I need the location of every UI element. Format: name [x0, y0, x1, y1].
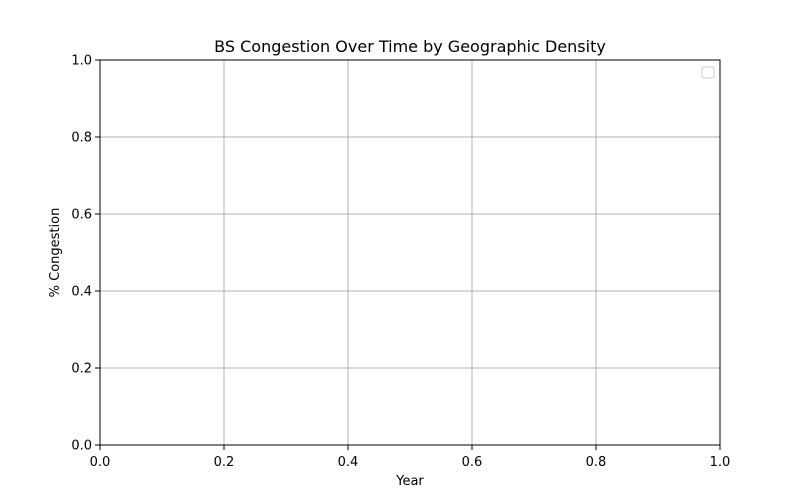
legend-frame: [701, 66, 715, 79]
y-tick-label: 0.8: [71, 131, 92, 146]
legend: [701, 66, 715, 79]
y-tick-label: 0.6: [71, 208, 92, 223]
x-tick-label: 1.0: [710, 455, 731, 470]
grid: [99, 59, 721, 446]
x-tick-label: 0.6: [462, 455, 483, 470]
x-tick-label: 0.8: [586, 455, 607, 470]
y-tick-label: 0.2: [71, 362, 92, 377]
x-tick-label: 0.0: [90, 455, 111, 470]
x-axis-label: Year: [395, 474, 424, 489]
y-tick-label: 0.4: [71, 285, 92, 300]
plot-area: [99, 59, 721, 446]
x-tick-label: 0.2: [214, 455, 235, 470]
y-tick-label: 1.0: [71, 54, 92, 69]
y-tick-label: 0.0: [71, 439, 92, 454]
axis-ticks: 0.0 0.2 0.4 0.6 0.8 1.0 0.0 0.2 0.4 0.6 0.8 1.0: [71, 54, 730, 471]
x-tick-label: 0.4: [338, 455, 359, 470]
y-axis-label: % Congestion: [48, 208, 63, 298]
chart-title: BS Congestion Over Time by Geographic De…: [214, 37, 606, 56]
